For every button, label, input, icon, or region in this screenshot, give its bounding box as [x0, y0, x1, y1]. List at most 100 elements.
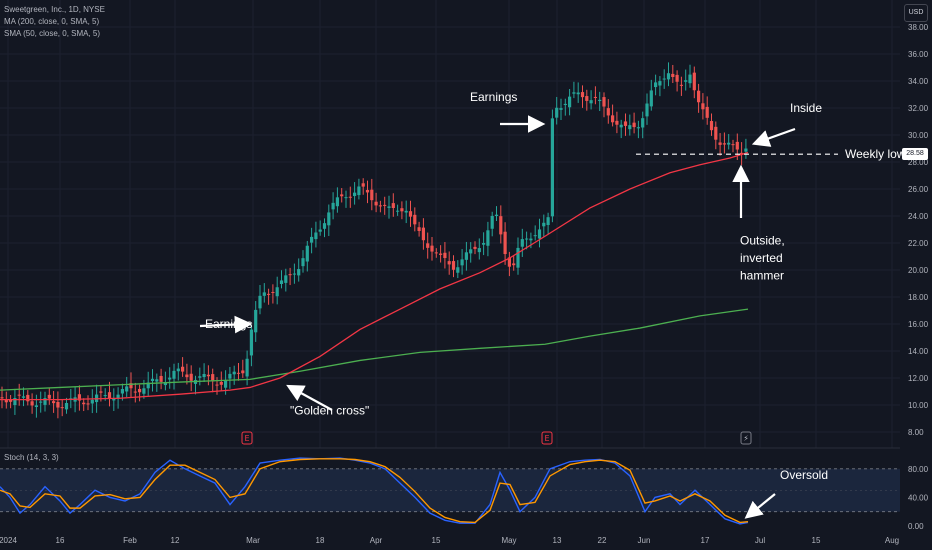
candle-body[interactable]	[714, 126, 718, 140]
sma50-line[interactable]	[0, 151, 749, 401]
candle-body[interactable]	[107, 392, 112, 399]
candle-body[interactable]	[378, 205, 382, 207]
candle-body[interactable]	[692, 72, 696, 91]
candle-body[interactable]	[632, 122, 636, 128]
candle-body[interactable]	[555, 107, 559, 118]
candle-body[interactable]	[271, 291, 275, 293]
candle-body[interactable]	[297, 269, 301, 276]
candle-body[interactable]	[146, 382, 150, 389]
candle-body[interactable]	[357, 186, 361, 196]
candle-body[interactable]	[258, 295, 262, 309]
candle-body[interactable]	[744, 148, 748, 152]
ma200-line[interactable]	[0, 308, 749, 391]
candle-body[interactable]	[370, 189, 374, 201]
candle-body[interactable]	[310, 236, 314, 243]
candle-body[interactable]	[675, 74, 679, 82]
candle-body[interactable]	[77, 394, 81, 401]
candle-body[interactable]	[125, 386, 129, 392]
candle-body[interactable]	[43, 398, 47, 405]
candle-body[interactable]	[292, 273, 296, 275]
candle-body[interactable]	[301, 258, 305, 267]
candle-body[interactable]	[47, 394, 51, 399]
candle-body[interactable]	[39, 401, 43, 403]
candle-body[interactable]	[421, 227, 425, 241]
candle-body[interactable]	[279, 280, 284, 285]
candle-body[interactable]	[439, 253, 443, 255]
candle-body[interactable]	[4, 399, 8, 403]
candle-body[interactable]	[353, 192, 357, 197]
candle-body[interactable]	[159, 375, 163, 382]
candle-body[interactable]	[417, 227, 421, 231]
candle-body[interactable]	[701, 103, 705, 110]
candle-body[interactable]	[727, 142, 731, 145]
candle-body[interactable]	[344, 197, 348, 199]
candle-body[interactable]	[697, 90, 701, 103]
candle-body[interactable]	[249, 329, 253, 356]
candle-body[interactable]	[236, 372, 241, 374]
candle-body[interactable]	[322, 223, 327, 229]
candle-body[interactable]	[451, 261, 456, 270]
candle-body[interactable]	[516, 247, 520, 268]
candle-body[interactable]	[576, 92, 580, 95]
candle-body[interactable]	[619, 124, 623, 128]
candle-body[interactable]	[391, 203, 395, 208]
candle-body[interactable]	[580, 92, 585, 98]
candle-body[interactable]	[426, 243, 430, 248]
candle-body[interactable]	[228, 373, 232, 379]
candle-body[interactable]	[396, 210, 400, 212]
candle-body[interactable]	[684, 80, 688, 82]
candle-body[interactable]	[542, 222, 546, 227]
candle-body[interactable]	[232, 371, 236, 375]
candle-body[interactable]	[494, 214, 499, 217]
candle-body[interactable]	[464, 252, 468, 260]
candle-body[interactable]	[615, 120, 619, 125]
candle-body[interactable]	[90, 399, 94, 404]
candle-body[interactable]	[654, 82, 658, 88]
candle-body[interactable]	[585, 96, 589, 101]
candle-body[interactable]	[606, 108, 610, 116]
candlestick-series[interactable]	[0, 62, 748, 419]
candle-body[interactable]	[133, 391, 137, 393]
candle-body[interactable]	[64, 402, 69, 410]
candle-body[interactable]	[120, 389, 124, 394]
candle-body[interactable]	[0, 397, 4, 399]
candle-body[interactable]	[172, 370, 176, 379]
candle-body[interactable]	[314, 232, 318, 240]
candle-body[interactable]	[722, 143, 726, 145]
event-markers[interactable]: E E ⚡	[241, 431, 752, 445]
sma50-legend[interactable]: SMA (50, close, 0, SMA, 5)	[4, 29, 101, 38]
candle-body[interactable]	[17, 394, 21, 396]
candle-body[interactable]	[275, 287, 279, 297]
candle-body[interactable]	[477, 248, 481, 253]
candle-body[interactable]	[490, 215, 494, 229]
candle-body[interactable]	[408, 211, 413, 217]
candle-body[interactable]	[86, 403, 90, 405]
candle-body[interactable]	[82, 402, 86, 405]
candle-body[interactable]	[189, 373, 193, 381]
candle-body[interactable]	[482, 243, 486, 245]
candle-body[interactable]	[443, 252, 447, 259]
candle-body[interactable]	[383, 204, 387, 206]
candle-body[interactable]	[641, 118, 645, 128]
candle-body[interactable]	[181, 366, 185, 372]
currency-button[interactable]: USD	[904, 4, 928, 22]
candle-body[interactable]	[305, 245, 309, 262]
candle-body[interactable]	[361, 183, 365, 187]
candle-body[interactable]	[447, 261, 451, 265]
candle-body[interactable]	[718, 142, 722, 145]
candle-body[interactable]	[116, 394, 120, 399]
candle-body[interactable]	[150, 378, 155, 382]
candle-body[interactable]	[176, 368, 180, 372]
candle-body[interactable]	[60, 407, 64, 409]
candle-body[interactable]	[215, 384, 219, 386]
candle-body[interactable]	[666, 73, 671, 80]
candle-body[interactable]	[348, 196, 352, 198]
ma200-legend[interactable]: MA (200, close, 0, SMA, 5)	[4, 17, 100, 26]
candle-body[interactable]	[99, 391, 103, 393]
candle-body[interactable]	[456, 267, 460, 273]
candle-body[interactable]	[430, 245, 434, 252]
candle-body[interactable]	[434, 252, 438, 254]
candle-body[interactable]	[563, 103, 567, 106]
candle-body[interactable]	[611, 115, 615, 123]
